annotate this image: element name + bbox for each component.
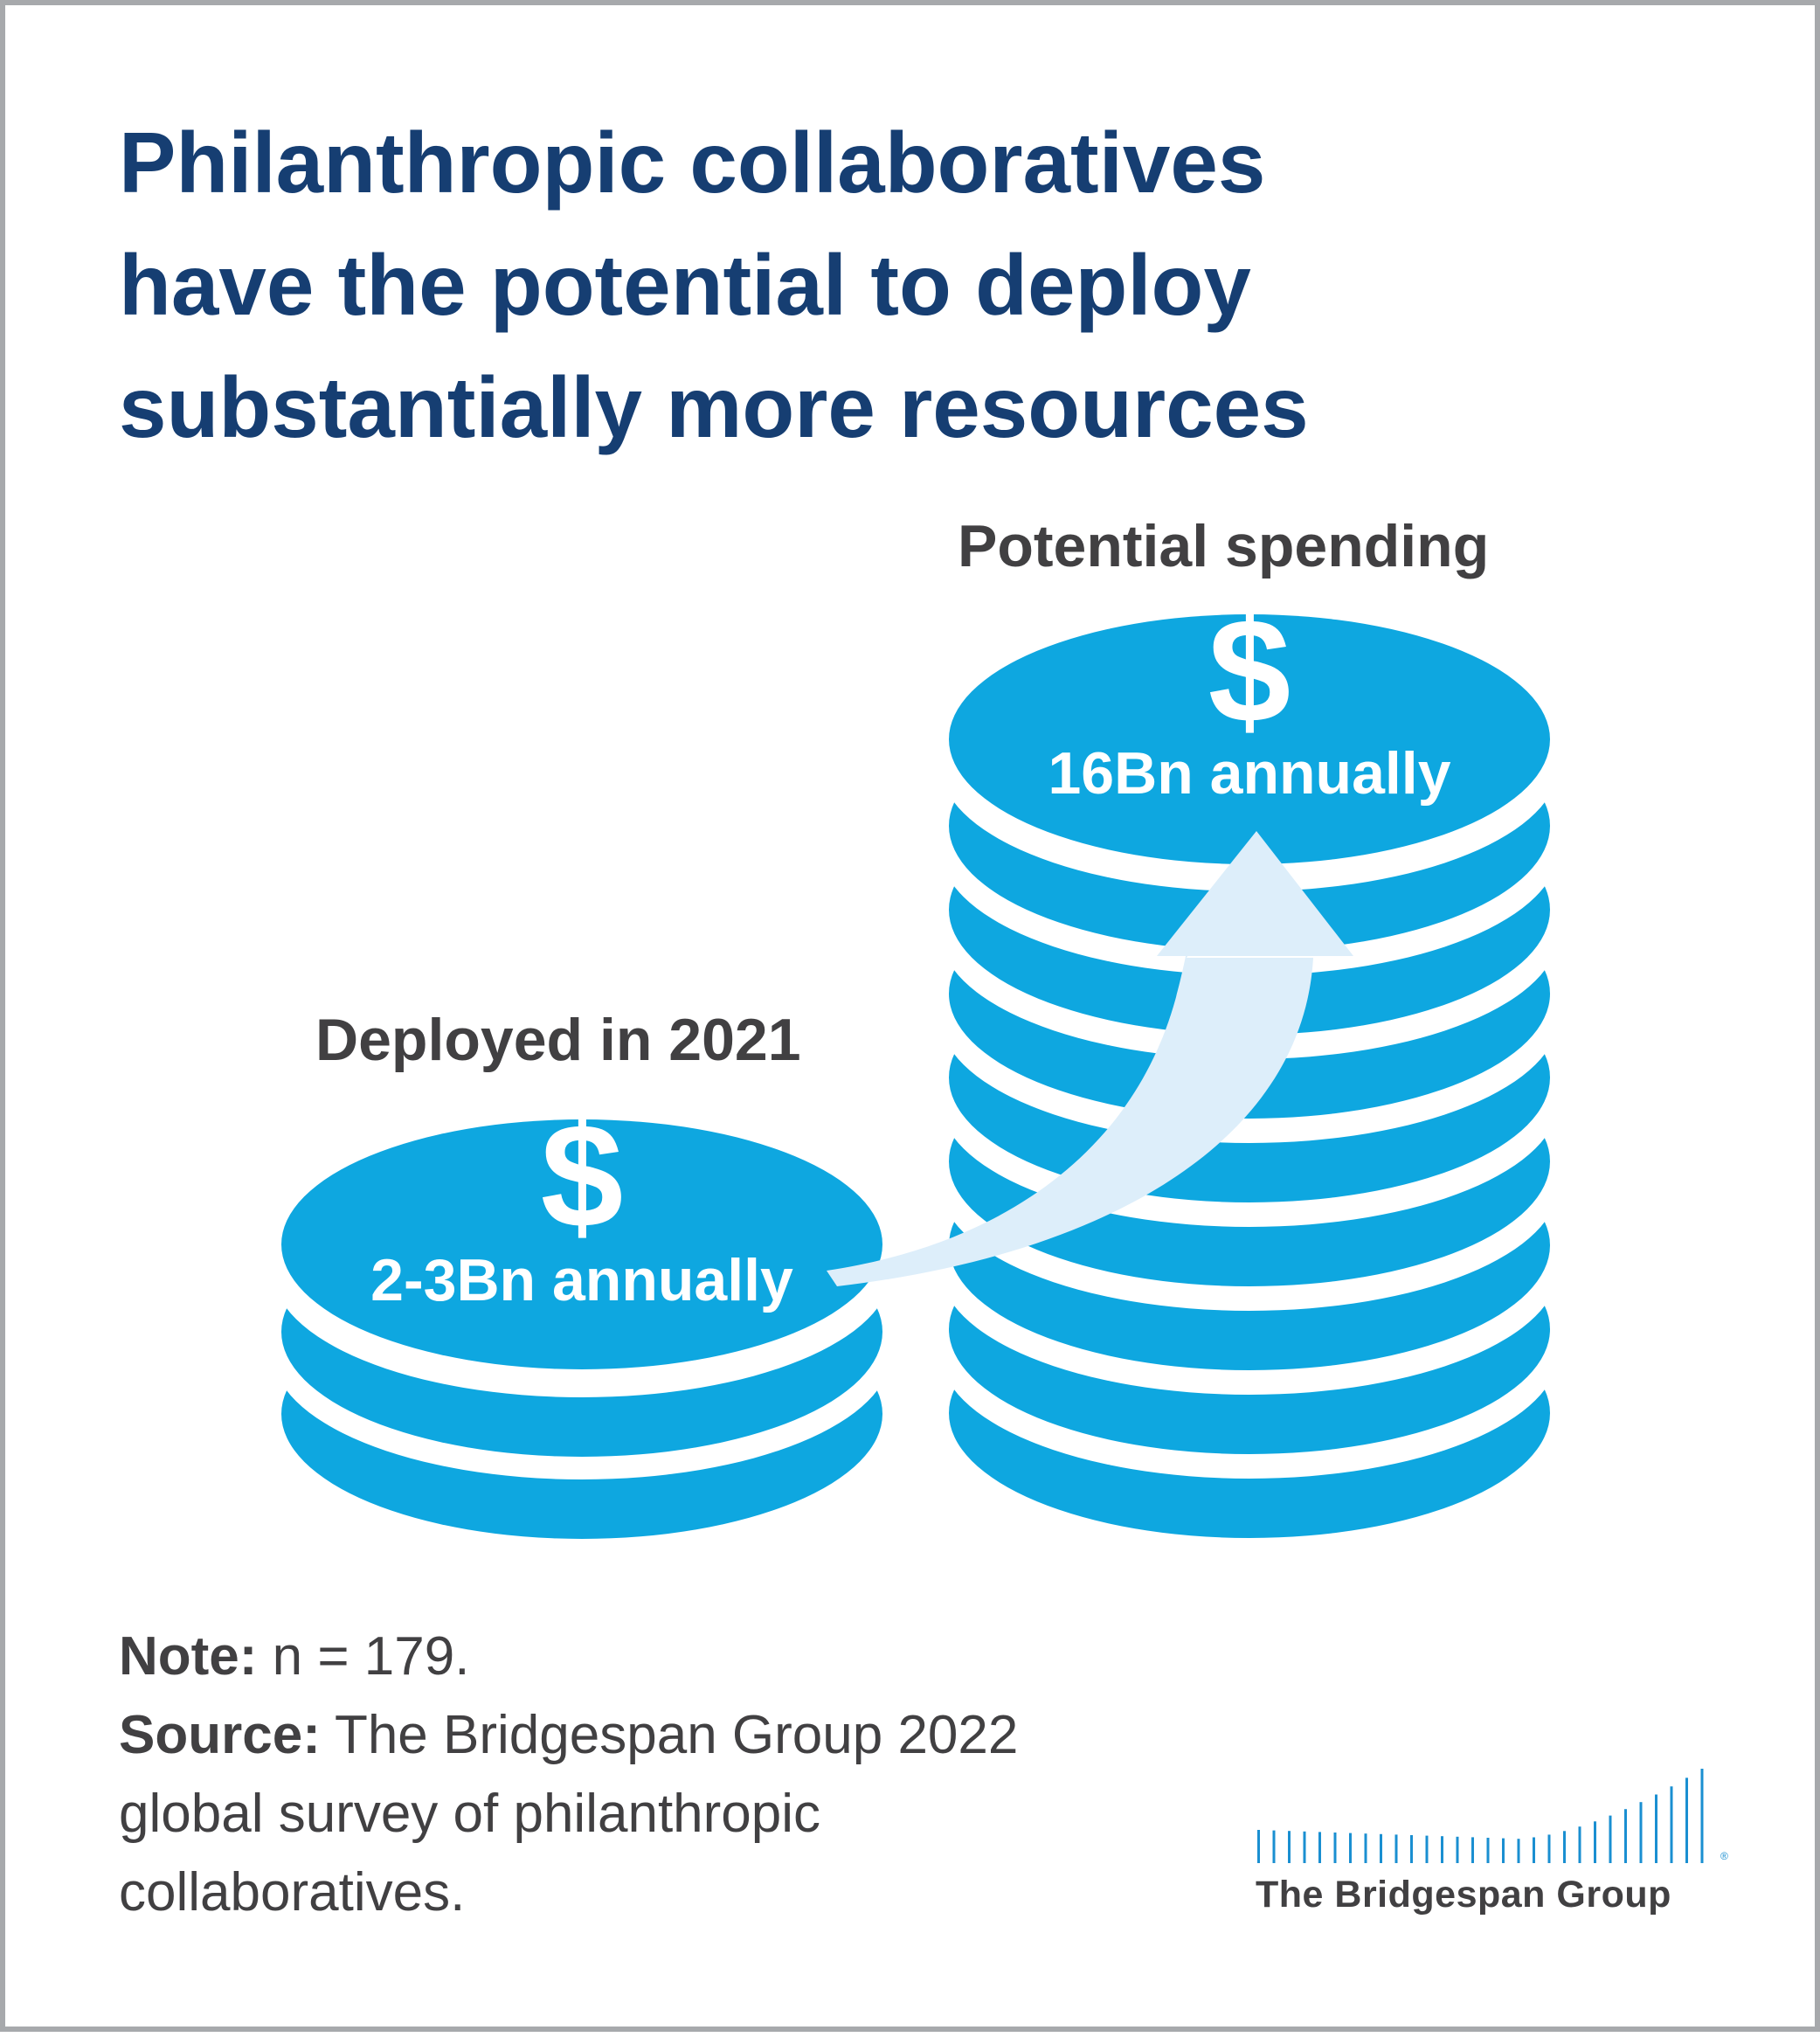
logo-bar: [1533, 1837, 1535, 1863]
deployed-amount: 2-3Bn annually: [370, 1247, 793, 1313]
logo-bar: [1257, 1830, 1260, 1863]
logo-bar: [1394, 1834, 1398, 1863]
potential-coin-stack: [940, 614, 1559, 1538]
bridgespan-logo: ® The Bridgespan Group: [1250, 1762, 1740, 1928]
title-line-3: substantially more resources: [119, 359, 1309, 455]
potential-amount: 16Bn annually: [1048, 740, 1450, 807]
logo-bar: [1578, 1826, 1581, 1863]
dollar-icon: $: [1208, 588, 1291, 754]
deployed-2021-label: Deployed in 2021: [315, 1007, 801, 1073]
logo-bar: [1272, 1830, 1276, 1863]
logo-name: The Bridgespan Group: [1256, 1874, 1671, 1916]
deployed-coin-stack: $ 2-3Bn annually: [273, 1093, 891, 1539]
logo-bar: [1517, 1839, 1520, 1863]
logo-bar: [1502, 1838, 1505, 1863]
logo-bar: [1425, 1835, 1429, 1863]
logo-bar: [1639, 1802, 1643, 1863]
source-label: Source:: [119, 1705, 321, 1765]
logo-bar: [1609, 1815, 1612, 1863]
logo-bar: [1441, 1836, 1443, 1863]
logo-bar: [1547, 1834, 1551, 1863]
logo-bar: [1288, 1831, 1291, 1863]
growth-arrow-body: [827, 936, 1313, 1286]
logo-bar: [1349, 1833, 1352, 1863]
registered-mark: ®: [1720, 1850, 1728, 1862]
logo-bar: [1471, 1837, 1474, 1863]
logo-bar: [1624, 1809, 1627, 1863]
coin-top: [281, 1119, 882, 1369]
logo-bar: [1456, 1836, 1459, 1863]
source-line-3: collaboratives.: [119, 1862, 466, 1923]
dollar-icon: $: [541, 1093, 624, 1259]
logo-bar: [1700, 1769, 1704, 1863]
coin-top: [949, 614, 1550, 864]
logo-bar: [1486, 1838, 1490, 1863]
logo-bar: [1594, 1821, 1596, 1863]
logo-bar: [1364, 1833, 1367, 1863]
logo-bar: [1685, 1777, 1688, 1863]
source-line: Source: The Bridgespan Group 2022: [119, 1696, 1255, 1775]
logo-bar: [1318, 1832, 1321, 1863]
logo-bar: [1333, 1833, 1337, 1863]
source-line-2: global survey of philanthropic: [119, 1784, 821, 1844]
logo-bars-icon: ®: [1257, 1769, 1728, 1863]
note-text: n = 179.: [272, 1626, 470, 1687]
logo-bar: [1303, 1831, 1306, 1863]
title-line-2: have the potential to deploy: [119, 237, 1251, 333]
note-line: Note: n = 179.: [119, 1618, 1255, 1696]
notes-block: Note: n = 179. Source: The Bridgespan Gr…: [119, 1618, 1255, 1932]
title-line-1: Philanthropic collaboratives: [119, 114, 1266, 211]
logo-bar: [1563, 1831, 1566, 1863]
logo-bar: [1380, 1833, 1382, 1863]
logo-bar: [1655, 1794, 1657, 1863]
logo-bar: [1670, 1786, 1673, 1863]
coin-stacks-illustration: $ 2-3Bn annually: [273, 588, 1559, 1539]
source-text-1: The Bridgespan Group 2022: [334, 1705, 1019, 1765]
potential-spending-label: Potential spending: [958, 513, 1490, 579]
note-label: Note:: [119, 1626, 258, 1687]
logo-bar: [1410, 1835, 1413, 1863]
growth-arrow-head: [1157, 831, 1353, 956]
page-title: Philanthropic collaboratives have the po…: [119, 101, 1604, 468]
